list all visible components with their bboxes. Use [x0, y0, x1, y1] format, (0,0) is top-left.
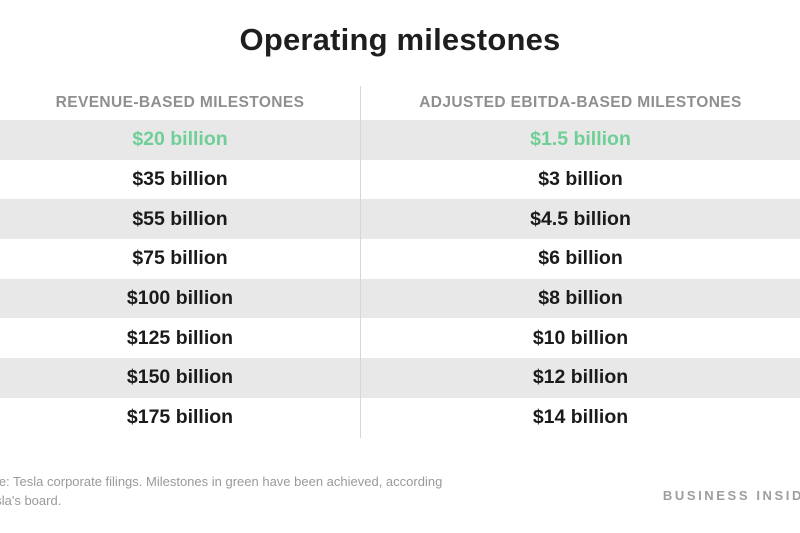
table-row: $75 billion $6 billion: [0, 239, 800, 279]
revenue-cell-container: $100 billion: [0, 279, 360, 319]
ebitda-milestone-cell: $12 billion: [532, 366, 629, 389]
ebitda-cell-container: $4.5 billion: [361, 199, 800, 239]
revenue-cell-container: $175 billion: [0, 398, 360, 438]
ebitda-cell-container: $14 billion: [361, 398, 800, 438]
brand-logo-text: BUSINESS INSID: [662, 488, 800, 503]
chart-title: Operating milestones: [239, 22, 561, 57]
ebitda-cell-container: $3 billion: [361, 160, 800, 200]
ebitda-cell-container: $1.5 billion: [361, 120, 800, 160]
revenue-milestone-cell: $55 billion: [132, 207, 228, 230]
revenue-milestone-cell: $175 billion: [126, 406, 234, 429]
revenue-milestone-cell: $20 billion: [132, 128, 228, 151]
table-header-row: REVENUE-BASED MILESTONES ADJUSTED EBITDA…: [0, 86, 800, 120]
column-header-revenue: REVENUE-BASED MILESTONES: [55, 94, 305, 111]
table-body: $20 billion $1.5 billion $35 billion $3 bil…: [0, 120, 800, 438]
revenue-milestone-cell: $75 billion: [132, 247, 228, 270]
column-divider: [360, 86, 361, 438]
revenue-milestone-cell: $125 billion: [126, 326, 234, 349]
source-note: rce: Tesla corporate filings. Milestones…: [0, 472, 608, 510]
table-row: $125 billion $10 billion: [0, 318, 800, 358]
ebitda-cell-container: $10 billion: [361, 318, 800, 358]
table-row: $100 billion $8 billion: [0, 278, 800, 319]
header-cell-revenue: REVENUE-BASED MILESTONES: [0, 86, 360, 120]
ebitda-milestone-cell: $1.5 billion: [530, 128, 631, 151]
ebitda-milestone-cell: $10 billion: [532, 326, 629, 349]
revenue-cell-container: $75 billion: [0, 239, 360, 279]
revenue-milestone-cell: $100 billion: [126, 287, 234, 310]
ebitda-cell-container: $6 billion: [361, 239, 800, 279]
table-row: $150 billion $12 billion: [0, 358, 800, 398]
source-line-2: esla's board.: [0, 493, 62, 508]
header-cell-ebitda: ADJUSTED EBITDA-BASED MILESTONES: [361, 86, 800, 120]
ebitda-milestone-cell: $6 billion: [538, 247, 623, 270]
table-row: $175 billion $14 billion: [0, 398, 800, 438]
ebitda-cell-container: $8 billion: [361, 279, 800, 319]
revenue-cell-container: $20 billion: [0, 120, 360, 160]
milestones-table: REVENUE-BASED MILESTONES ADJUSTED EBITDA…: [0, 86, 800, 438]
revenue-milestone-cell: $35 billion: [132, 168, 228, 191]
ebitda-milestone-cell: $4.5 billion: [530, 207, 631, 230]
table-row: $20 billion $1.5 billion: [0, 120, 800, 160]
revenue-cell-container: $125 billion: [0, 318, 360, 358]
ebitda-milestone-cell: $8 billion: [538, 287, 623, 310]
ebitda-cell-container: $12 billion: [361, 358, 800, 398]
ebitda-milestone-cell: $14 billion: [532, 406, 629, 429]
revenue-cell-container: $35 billion: [0, 160, 360, 200]
revenue-cell-container: $150 billion: [0, 358, 360, 398]
table-row: $35 billion $3 billion: [0, 160, 800, 200]
source-line-1: rce: Tesla corporate filings. Milestones…: [0, 474, 443, 489]
revenue-cell-container: $55 billion: [0, 199, 360, 239]
revenue-milestone-cell: $150 billion: [126, 366, 234, 389]
column-header-ebitda: ADJUSTED EBITDA-BASED MILESTONES: [419, 94, 742, 111]
table-row: $55 billion $4.5 billion: [0, 199, 800, 240]
ebitda-milestone-cell: $3 billion: [538, 168, 623, 191]
